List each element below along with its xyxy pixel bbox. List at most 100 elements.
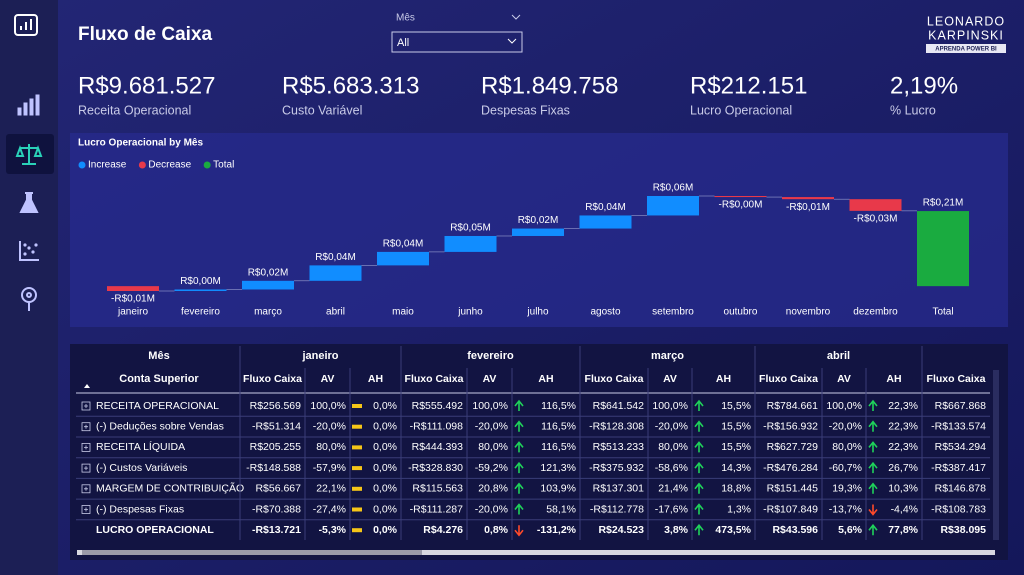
nav-flask[interactable] (19, 192, 39, 213)
nav-search[interactable] (21, 287, 37, 311)
cell: -13,7% (829, 503, 862, 515)
cell: -4,4% (891, 503, 918, 515)
cell: R$627.729 (767, 441, 819, 453)
ah-flat (352, 424, 362, 429)
cell: 18,8% (721, 483, 751, 495)
column-title: Fluxo Caixa (243, 373, 302, 385)
row-name: (-) Despesas Fixas (96, 503, 184, 515)
cell: R$43.596 (772, 524, 818, 536)
legend-label: Increase (88, 160, 127, 171)
x-tick-label: agosto (590, 307, 620, 318)
cell: 100,0% (310, 400, 346, 412)
value-label: R$0,04M (585, 202, 626, 213)
ah-flat (352, 466, 362, 471)
value-label: R$0,04M (315, 252, 356, 263)
value-label: R$0,06M (653, 183, 694, 194)
legend-label: Total (213, 160, 234, 171)
cell: R$667.868 (935, 400, 987, 412)
cell: R$38.095 (940, 524, 986, 536)
kpi-value: R$1.849.758 (481, 72, 618, 99)
logo-tagline: APRENDA POWER BI (935, 47, 997, 53)
bar (714, 196, 767, 198)
cell: 26,7% (888, 462, 918, 474)
column-title: AH (538, 373, 553, 385)
kpi-value: R$9.681.527 (78, 72, 215, 99)
column-title: AV (663, 373, 677, 385)
filter-dropdown[interactable] (391, 31, 523, 53)
cell: -58,6% (655, 462, 688, 474)
app-logo[interactable] (14, 14, 38, 36)
legend-dot (138, 161, 146, 169)
kpi-value: R$212.151 (690, 72, 807, 99)
ah-flat (352, 507, 362, 512)
cell: R$4.276 (423, 524, 463, 536)
cell: -R$51.314 (252, 420, 301, 432)
cell: R$24.523 (598, 524, 644, 536)
column-title: AH (716, 373, 731, 385)
cell: R$641.542 (593, 400, 645, 412)
expand-plus (84, 424, 88, 429)
ah-up (868, 420, 878, 432)
filter-collapse[interactable] (511, 14, 521, 20)
cell: 15,5% (721, 400, 751, 412)
row-name: (-) Deduções sobre Vendas (96, 420, 224, 432)
cell: -R$148.588 (246, 462, 301, 474)
ah-up (694, 503, 704, 515)
cell: -20,0% (655, 420, 688, 432)
month-name: fevereiro (467, 350, 514, 362)
cell: -R$70.388 (252, 503, 301, 515)
cell: -R$156.932 (763, 420, 818, 432)
x-tick-label: fevereiro (181, 307, 220, 318)
ah-up (694, 420, 704, 432)
cell: -R$108.783 (931, 503, 986, 515)
column-title: AV (321, 373, 335, 385)
cell: -27,4% (313, 503, 346, 515)
x-tick-label: dezembro (853, 307, 898, 318)
expand-plus (84, 445, 88, 450)
cell: R$534.294 (935, 441, 987, 453)
nav-scatter[interactable] (19, 241, 39, 261)
expand-plus (84, 404, 88, 408)
ah-up (694, 399, 704, 411)
sort-icon (84, 384, 90, 388)
ah-up (514, 441, 524, 453)
v-scrollbar[interactable] (993, 370, 999, 540)
ah-up (694, 482, 704, 494)
cell: 22,3% (888, 400, 918, 412)
row-name: RECEITA LÍQUIDA (96, 440, 185, 453)
cell: -R$112.778 (590, 503, 644, 515)
total-name: LUCRO OPERACIONAL (96, 524, 214, 536)
filter-value: All (397, 37, 409, 49)
x-tick-label: junho (457, 307, 483, 318)
month-name: janeiro (301, 350, 338, 362)
row-header: Conta Superior (119, 373, 199, 385)
cell: 3,8% (664, 524, 689, 536)
cell: 121,3% (540, 462, 576, 474)
cell: 100,0% (472, 400, 508, 412)
bar (377, 251, 429, 266)
cell: 116,5% (541, 400, 576, 412)
cell: 22,3% (888, 420, 918, 432)
nav-chart[interactable] (17, 94, 40, 116)
bar (309, 265, 362, 281)
ah-flat (352, 445, 362, 450)
month-header: Mês (148, 350, 169, 362)
column-title: AH (368, 373, 383, 385)
logo-line2: KARPINSKI (928, 28, 1004, 42)
h-scroll-thumb[interactable] (82, 550, 422, 555)
x-tick-label: Total (932, 307, 953, 318)
ah-up (514, 482, 524, 494)
bar (512, 228, 564, 236)
cell: -R$328.830 (408, 462, 463, 474)
kpi-label: Lucro Operacional (690, 103, 792, 117)
h-scroll-track[interactable] (77, 550, 995, 555)
cell: -R$128.308 (589, 420, 644, 432)
cell: R$205.255 (250, 441, 302, 453)
cell: -R$111.098 (410, 420, 463, 432)
nav-balance[interactable] (15, 144, 43, 165)
x-tick-label: julho (526, 307, 549, 318)
x-tick-label: maio (392, 307, 414, 318)
ah-flat (352, 528, 362, 533)
row-name: RECEITA OPERACIONAL (96, 400, 219, 412)
ah-flat (352, 486, 362, 491)
